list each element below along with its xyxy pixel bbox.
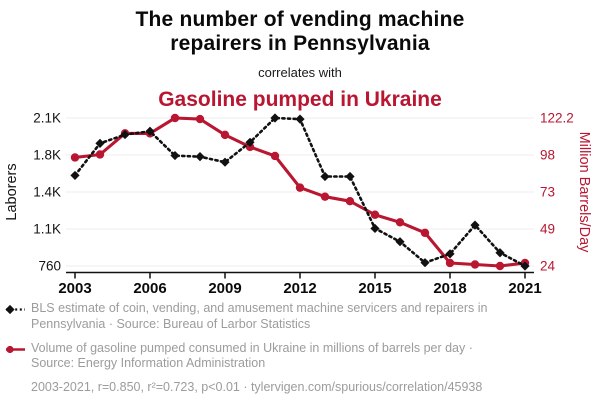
right-axis-tick-label: 98: [540, 148, 555, 163]
legend-label-black-series: BLS estimate of coin, vending, and amuse…: [31, 301, 488, 331]
legend-entry-black-series: BLS estimate of coin, vending, and amuse…: [5, 301, 597, 333]
chart-plot-area: 2.1K 1.8K 1.4K 1.1K 760 122.2 98 73 49 24 2003 2006…: [4, 111, 592, 298]
x-axis-tick-label: 2018: [433, 280, 466, 297]
series-marker-gasoline-ukraine: [220, 130, 230, 140]
red-circle-marker-icon: [6, 345, 25, 353]
series-marker-gasoline-ukraine: [70, 153, 80, 162]
series-marker-gasoline-ukraine: [345, 196, 355, 206]
series-marker-vending-repairers-pa: [145, 126, 155, 136]
series-marker-vending-repairers-pa: [120, 129, 130, 140]
chart-title: The number of vending machine repairers …: [135, 8, 465, 55]
x-axis-tick-label: 2015: [358, 280, 391, 297]
left-axis-tick-label: 760: [38, 259, 61, 274]
legend-entry-red-series: Volume of gasoline pumped consumed in Uk…: [5, 341, 597, 373]
chart-subtitle: Gasoline pumped in Ukraine: [158, 87, 442, 111]
series-marker-vending-repairers-pa: [170, 150, 180, 161]
black-diamond-marker-icon: [5, 304, 25, 315]
series-marker-vending-repairers-pa: [270, 113, 280, 123]
series-marker-gasoline-ukraine: [170, 113, 180, 123]
series-marker-gasoline-ukraine: [495, 261, 505, 271]
x-axis-tick-label: 2021: [508, 280, 541, 297]
right-axis-tick-label: 49: [540, 222, 555, 237]
x-axis-tick-label: 2009: [208, 280, 241, 297]
left-axis-title: Laborers: [4, 163, 20, 220]
series-marker-vending-repairers-pa: [295, 114, 305, 124]
legend: BLS estimate of coin, vending, and amuse…: [5, 301, 597, 396]
series-marker-vending-repairers-pa: [195, 152, 205, 162]
series-layer: [70, 113, 530, 271]
right-axis-title: Million Barrels/Day: [576, 132, 592, 254]
right-axis-tick-label: 24: [540, 259, 556, 274]
series-marker-vending-repairers-pa: [220, 157, 230, 167]
series-marker-vending-repairers-pa: [395, 237, 405, 247]
x-axis-tick-label: 2006: [133, 280, 166, 297]
series-marker-gasoline-ukraine: [270, 151, 280, 161]
series-marker-vending-repairers-pa: [345, 171, 355, 182]
left-axis-tick-label: 1.1K: [33, 222, 61, 237]
legend-label-red-series: Volume of gasoline pumped consumed in Uk…: [31, 340, 473, 371]
x-axis-tick-label: 2012: [283, 280, 316, 297]
x-axis-tick-label: 2003: [58, 280, 91, 297]
series-marker-gasoline-ukraine: [295, 183, 305, 192]
correlates-with-label: correlates with: [258, 64, 342, 80]
left-axis-tick-label: 1.8K: [33, 148, 61, 163]
series-marker-gasoline-ukraine: [195, 114, 205, 124]
series-marker-vending-repairers-pa: [495, 248, 505, 258]
series-marker-vending-repairers-pa: [70, 170, 80, 181]
series-marker-gasoline-ukraine: [395, 218, 405, 227]
left-axis-tick-label: 1.4K: [33, 185, 61, 200]
series-marker-gasoline-ukraine: [320, 192, 330, 201]
right-axis-tick-label: 122.2: [540, 111, 574, 126]
series-marker-vending-repairers-pa: [470, 220, 480, 230]
series-marker-gasoline-ukraine: [445, 258, 455, 268]
axis-layer: 2.1K 1.8K 1.4K 1.1K 760 122.2 98 73 49 24 2003 2006…: [33, 111, 574, 298]
series-marker-gasoline-ukraine: [470, 260, 480, 269]
series-marker-vending-repairers-pa: [370, 223, 380, 234]
chart-header: The number of vending machine repairers …: [0, 8, 600, 112]
right-axis-tick-label: 73: [540, 185, 555, 200]
gridline-layer: [66, 117, 534, 267]
series-marker-vending-repairers-pa: [95, 138, 105, 149]
series-marker-vending-repairers-pa: [445, 249, 455, 259]
series-marker-vending-repairers-pa: [320, 171, 330, 182]
series-marker-gasoline-ukraine: [370, 210, 380, 219]
left-axis-tick-label: 2.1K: [33, 111, 61, 126]
series-marker-gasoline-ukraine: [95, 150, 105, 159]
series-marker-gasoline-ukraine: [420, 228, 430, 238]
series-marker-vending-repairers-pa: [520, 261, 530, 271]
stats-and-source-line: 2003-2021, r=0.850, r²=0.723, p<0.01 · t…: [31, 380, 483, 394]
